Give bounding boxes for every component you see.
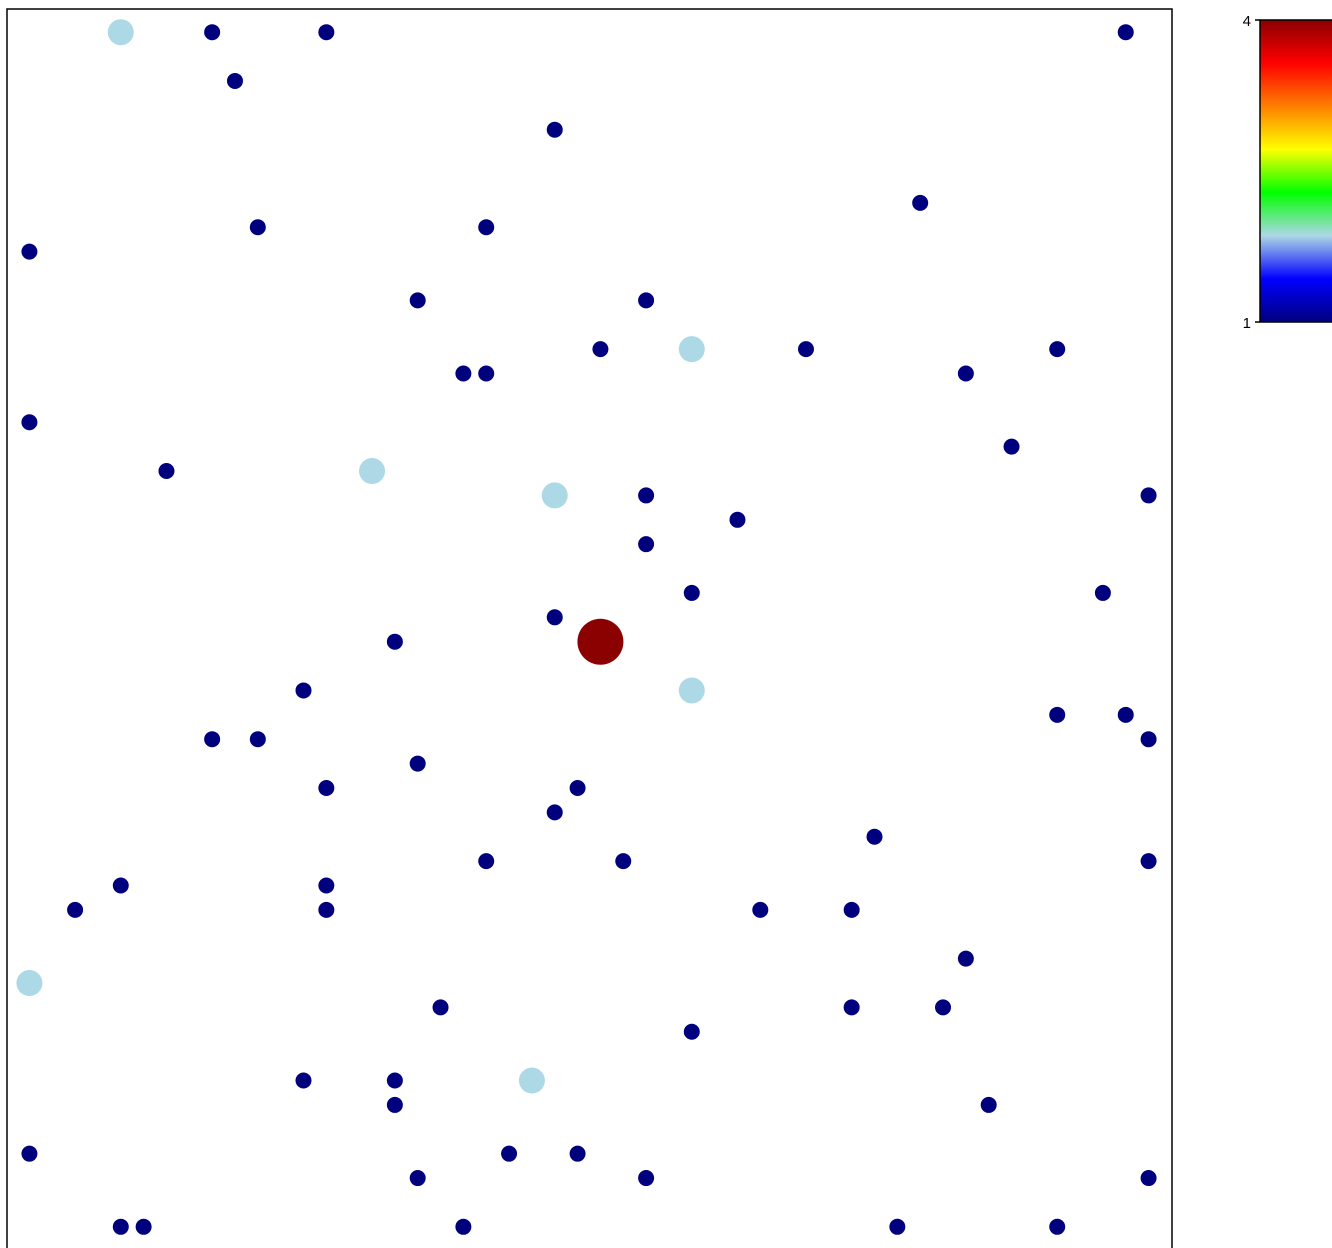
- scatter-point-72: [135, 1218, 152, 1235]
- scatter-point-26: [729, 511, 746, 528]
- scatter-point-30: [546, 609, 563, 626]
- scatter-point-51: [318, 901, 335, 918]
- scatter-point-2: [318, 24, 335, 41]
- scatter-point-48: [112, 877, 129, 894]
- scatter-point-61: [386, 1072, 403, 1089]
- scatter-point-43: [546, 804, 563, 821]
- scatter-point-19: [21, 414, 38, 431]
- scatter-point-11: [638, 292, 655, 309]
- scatter-point-21: [158, 463, 175, 480]
- scatter-point-8: [478, 219, 495, 236]
- scatter-point-42: [569, 779, 586, 796]
- scatter-point-20: [1003, 438, 1020, 455]
- scatter-point-14: [797, 341, 814, 358]
- scatter-point-54: [957, 950, 974, 967]
- scatter-point-3: [1117, 24, 1134, 41]
- scatter-point-60: [295, 1072, 312, 1089]
- scatter-point-58: [935, 999, 952, 1016]
- scatter-point-22: [359, 458, 386, 485]
- scatter-point-70: [1140, 1170, 1157, 1187]
- scatter-point-5: [546, 121, 563, 138]
- scatter-point-55: [16, 970, 43, 997]
- scatter-point-6: [912, 194, 929, 211]
- scatter-point-56: [432, 999, 449, 1016]
- color-legend: 4 1: [1243, 13, 1332, 332]
- scatter-point-67: [569, 1145, 586, 1162]
- scatter-point-33: [295, 682, 312, 699]
- scatter-point-39: [1140, 731, 1157, 748]
- scatter-point-9: [21, 243, 38, 260]
- colorbar: [1259, 19, 1332, 323]
- scatter-point-1: [204, 24, 221, 41]
- scatter-point-31: [577, 618, 624, 665]
- scatter-point-25: [1140, 487, 1157, 504]
- scatter-point-41: [318, 779, 335, 796]
- points-layer: [16, 19, 1157, 1235]
- scatter-point-40: [409, 755, 426, 772]
- plot-frame: [6, 8, 1173, 1248]
- scatter-point-29: [1094, 584, 1111, 601]
- scatter-point-69: [638, 1170, 655, 1187]
- scatter-point-0: [107, 19, 134, 46]
- scatter-point-65: [21, 1145, 38, 1162]
- scatter-point-74: [889, 1218, 906, 1235]
- scatter-point-57: [843, 999, 860, 1016]
- scatter-point-38: [249, 731, 266, 748]
- scatter-point-27: [638, 536, 655, 553]
- scatter-point-4: [226, 72, 243, 89]
- scatter-point-32: [386, 633, 403, 650]
- scatter-point-75: [1049, 1218, 1066, 1235]
- scatter-point-24: [638, 487, 655, 504]
- scatter-point-13: [678, 336, 705, 363]
- scatter-point-62: [518, 1067, 545, 1094]
- scatter-point-17: [478, 365, 495, 382]
- scatter-point-45: [478, 853, 495, 870]
- scatter-point-35: [1049, 706, 1066, 723]
- scatter-point-66: [501, 1145, 518, 1162]
- scatter-point-44: [866, 828, 883, 845]
- scatter-point-46: [615, 853, 632, 870]
- scatter-point-68: [409, 1170, 426, 1187]
- scatter-point-34: [678, 677, 705, 704]
- scatter-point-10: [409, 292, 426, 309]
- colorbar-min-label: 1: [1243, 315, 1251, 332]
- scatter-point-28: [683, 584, 700, 601]
- scatter-point-36: [1117, 706, 1134, 723]
- scatter-point-53: [843, 901, 860, 918]
- scatter-point-12: [592, 341, 609, 358]
- scatter-point-47: [1140, 853, 1157, 870]
- scatter-point-49: [318, 877, 335, 894]
- scatter-point-15: [1049, 341, 1066, 358]
- scatter-point-71: [112, 1218, 129, 1235]
- scatter-point-59: [683, 1023, 700, 1040]
- scatter-point-23: [541, 482, 568, 509]
- scatter-point-16: [455, 365, 472, 382]
- scatter-point-7: [249, 219, 266, 236]
- scatter-point-64: [980, 1096, 997, 1113]
- scatter-point-18: [957, 365, 974, 382]
- colorbar-max-label: 4: [1243, 13, 1251, 30]
- scatter-point-63: [386, 1096, 403, 1113]
- scatter-point-37: [204, 731, 221, 748]
- scatter-point-52: [752, 901, 769, 918]
- scatter-point-50: [67, 901, 84, 918]
- scatter-point-73: [455, 1218, 472, 1235]
